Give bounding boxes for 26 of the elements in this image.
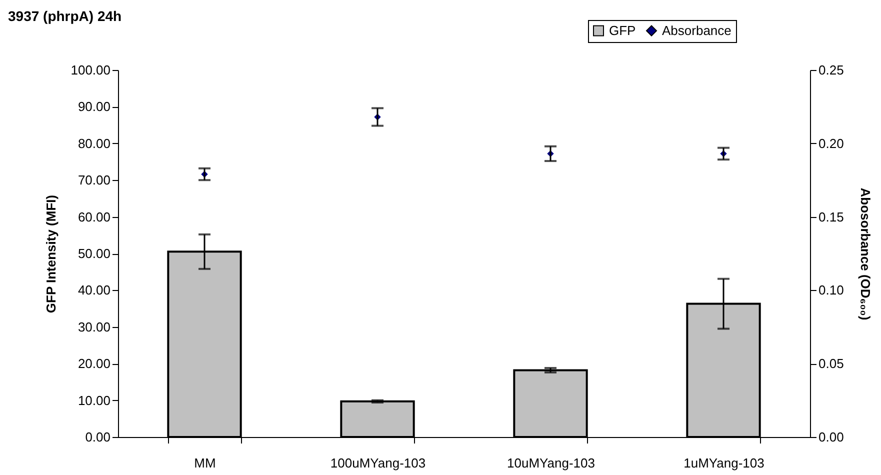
y-tick-label: 80.00	[78, 136, 110, 151]
y-axis-title: GFP Intensity (MFI)	[44, 194, 59, 314]
y2-tick-label: 0.10	[818, 282, 844, 298]
y2-tick-label: 0.20	[818, 136, 844, 151]
y-tick-label: 20.00	[78, 356, 110, 372]
y-tick-label: 40.00	[78, 282, 110, 298]
y-tick-label: 60.00	[78, 209, 110, 224]
y-tick-label: 30.00	[78, 319, 110, 334]
y-tick-label: 10.00	[78, 392, 110, 408]
x-tick-label: 100uMYang-103	[330, 456, 426, 470]
y-tick-label: 100.00	[70, 62, 110, 78]
x-tick-label: 1uMYang-103	[684, 456, 764, 470]
y-tick-label: 0.00	[85, 430, 110, 444]
x-tick-label: 10uMYang-103	[507, 456, 595, 470]
y2-axis-title: Abosorbance (OD₆₀₀)	[858, 188, 873, 320]
y-tick-label: 50.00	[78, 246, 110, 261]
y-tick-label: 90.00	[78, 99, 110, 114]
y2-tick-label: 0.15	[818, 209, 844, 224]
chart-title: 3937 (phrpA) 24h	[8, 8, 122, 24]
x-tick-label: MM	[194, 456, 216, 470]
y2-tick-label: 0.25	[818, 62, 844, 78]
y2-tick-label: 0.00	[818, 430, 844, 444]
legend-label: GFP	[609, 22, 636, 38]
legend-label: Absorbance	[662, 22, 732, 38]
y-tick-label: 70.00	[78, 172, 110, 188]
y2-tick-label: 0.05	[818, 356, 844, 372]
